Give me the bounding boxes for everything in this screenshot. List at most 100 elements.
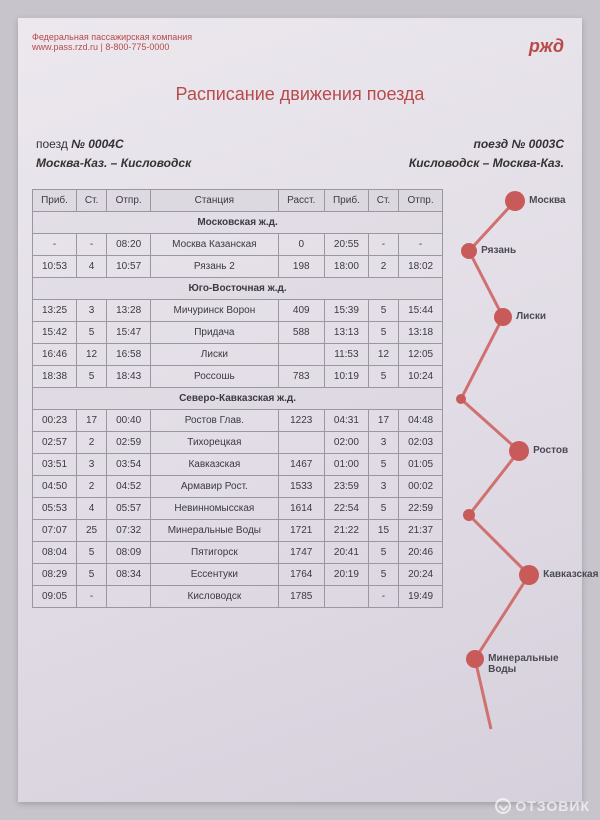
cell-dist: 1533 bbox=[278, 476, 324, 498]
table-row: 13:25313:28Мичуринск Ворон40915:39515:44 bbox=[33, 300, 443, 322]
cell-a_arr: 09:05 bbox=[33, 586, 77, 608]
table-row: 10:53410:57Рязань 219818:00218:02 bbox=[33, 256, 443, 278]
cell-b_st: 5 bbox=[368, 498, 398, 520]
table-row: 08:04508:09Пятигорск174720:41520:46 bbox=[33, 542, 443, 564]
section-header-row: Северо-Кавказская ж.д. bbox=[33, 388, 443, 410]
train-b-number: № 0003С bbox=[512, 137, 564, 151]
train-b: поезд № 0003С Кисловодск – Москва-Каз. bbox=[311, 135, 564, 173]
section-header-row: Московская ж.д. bbox=[33, 212, 443, 234]
cell-b_st: 12 bbox=[368, 344, 398, 366]
section-header-row: Юго-Восточная ж.д. bbox=[33, 278, 443, 300]
cell-a_st: 5 bbox=[77, 542, 107, 564]
cell-b_arr: 11:53 bbox=[324, 344, 368, 366]
cell-a_st: 5 bbox=[77, 564, 107, 586]
table-header-row: Приб. Ст. Отпр. Станция Расст. Приб. Ст.… bbox=[33, 190, 443, 212]
company-name: Федеральная пассажирская компания bbox=[32, 32, 568, 42]
cell-b_st: 3 bbox=[368, 476, 398, 498]
cell-a_arr: 18:38 bbox=[33, 366, 77, 388]
table-row: 02:57202:59Тихорецкая02:00302:03 bbox=[33, 432, 443, 454]
cell-a_st: 12 bbox=[77, 344, 107, 366]
cell-b_arr: 04:31 bbox=[324, 410, 368, 432]
cell-a_arr: 05:53 bbox=[33, 498, 77, 520]
content-area: Приб. Ст. Отпр. Станция Расст. Приб. Ст.… bbox=[32, 189, 568, 608]
section-name: Юго-Восточная ж.д. bbox=[33, 278, 443, 300]
document-page: Федеральная пассажирская компания www.pa… bbox=[18, 18, 582, 802]
cell-a_dep bbox=[107, 586, 151, 608]
cell-a_dep: 00:40 bbox=[107, 410, 151, 432]
table-row: 00:231700:40Ростов Глав.122304:311704:48 bbox=[33, 410, 443, 432]
cell-b_st: 2 bbox=[368, 256, 398, 278]
cell-dist: 1785 bbox=[278, 586, 324, 608]
cell-dist: 1223 bbox=[278, 410, 324, 432]
cell-b_arr: 02:00 bbox=[324, 432, 368, 454]
cell-dist: 1764 bbox=[278, 564, 324, 586]
cell-b_arr: 20:55 bbox=[324, 234, 368, 256]
train-a-route: Москва-Каз. – Кисловодск bbox=[36, 154, 289, 173]
cell-a_st: 25 bbox=[77, 520, 107, 542]
cell-a_dep: 08:34 bbox=[107, 564, 151, 586]
cell-station: Рязань 2 bbox=[151, 256, 278, 278]
cell-station: Лиски bbox=[151, 344, 278, 366]
cell-a_arr: 10:53 bbox=[33, 256, 77, 278]
cell-dist: 0 bbox=[278, 234, 324, 256]
watermark-text: ОТЗОВИК bbox=[515, 798, 590, 814]
cell-a_arr: 07:07 bbox=[33, 520, 77, 542]
cell-b_st: 5 bbox=[368, 564, 398, 586]
cell-a_arr: 02:57 bbox=[33, 432, 77, 454]
cell-a_arr: 13:25 bbox=[33, 300, 77, 322]
cell-station: Армавир Рост. bbox=[151, 476, 278, 498]
cell-dist: 1721 bbox=[278, 520, 324, 542]
cell-a_st: 2 bbox=[77, 476, 107, 498]
cell-station: Мичуринск Ворон bbox=[151, 300, 278, 322]
cell-a_dep: 02:59 bbox=[107, 432, 151, 454]
table-row: 16:461216:58Лиски11:531212:05 bbox=[33, 344, 443, 366]
cell-dist bbox=[278, 344, 324, 366]
cell-a_dep: 10:57 bbox=[107, 256, 151, 278]
cell-a_arr: 03:51 bbox=[33, 454, 77, 476]
cell-a_arr: 04:50 bbox=[33, 476, 77, 498]
cell-a_dep: 15:47 bbox=[107, 322, 151, 344]
cell-b_st: 15 bbox=[368, 520, 398, 542]
train-a: поезд № 0004С Москва-Каз. – Кисловодск bbox=[36, 135, 289, 173]
cell-b_dep: 20:46 bbox=[399, 542, 443, 564]
cell-station: Пятигорск bbox=[151, 542, 278, 564]
table-row: --08:20Москва Казанская020:55-- bbox=[33, 234, 443, 256]
cell-a_dep: 08:20 bbox=[107, 234, 151, 256]
cell-a_dep: 04:52 bbox=[107, 476, 151, 498]
cell-a_st: 17 bbox=[77, 410, 107, 432]
cell-station: Минеральные Воды bbox=[151, 520, 278, 542]
route-node-label: МинеральныеВоды bbox=[488, 653, 558, 675]
page-title: Расписание движения поезда bbox=[32, 84, 568, 105]
cell-b_arr: 10:19 bbox=[324, 366, 368, 388]
cell-a_arr: 15:42 bbox=[33, 322, 77, 344]
cell-b_dep: 12:05 bbox=[399, 344, 443, 366]
cell-b_dep: 19:49 bbox=[399, 586, 443, 608]
cell-station: Ессентуки bbox=[151, 564, 278, 586]
train-b-route: Кисловодск – Москва-Каз. bbox=[311, 154, 564, 173]
cell-b_dep: 22:59 bbox=[399, 498, 443, 520]
cell-b_dep: 10:24 bbox=[399, 366, 443, 388]
cell-b_dep: 15:44 bbox=[399, 300, 443, 322]
cell-b_dep: 20:24 bbox=[399, 564, 443, 586]
cell-station: Москва Казанская bbox=[151, 234, 278, 256]
cell-a_dep: 18:43 bbox=[107, 366, 151, 388]
cell-station: Россошь bbox=[151, 366, 278, 388]
route-node-label: Москва bbox=[529, 195, 565, 206]
watermark: ОТЗОВИК bbox=[495, 798, 590, 814]
cell-a_arr: 08:04 bbox=[33, 542, 77, 564]
cell-a_st: - bbox=[77, 234, 107, 256]
route-map: МоскваРязаньЛискиРостовКавказскаяМинерал… bbox=[449, 189, 568, 608]
cell-b_arr: 20:19 bbox=[324, 564, 368, 586]
cell-b_arr: 13:13 bbox=[324, 322, 368, 344]
cell-dist: 783 bbox=[278, 366, 324, 388]
cell-b_dep: 04:48 bbox=[399, 410, 443, 432]
col-dep-b: Отпр. bbox=[399, 190, 443, 212]
cell-b_dep: 18:02 bbox=[399, 256, 443, 278]
col-dist: Расст. bbox=[278, 190, 324, 212]
cell-b_dep: 02:03 bbox=[399, 432, 443, 454]
cell-b_arr: 18:00 bbox=[324, 256, 368, 278]
table-row: 09:05-Кисловодск1785-19:49 bbox=[33, 586, 443, 608]
cell-b_st: - bbox=[368, 234, 398, 256]
cell-a_dep: 03:54 bbox=[107, 454, 151, 476]
route-node-label: Ростов bbox=[533, 445, 568, 456]
